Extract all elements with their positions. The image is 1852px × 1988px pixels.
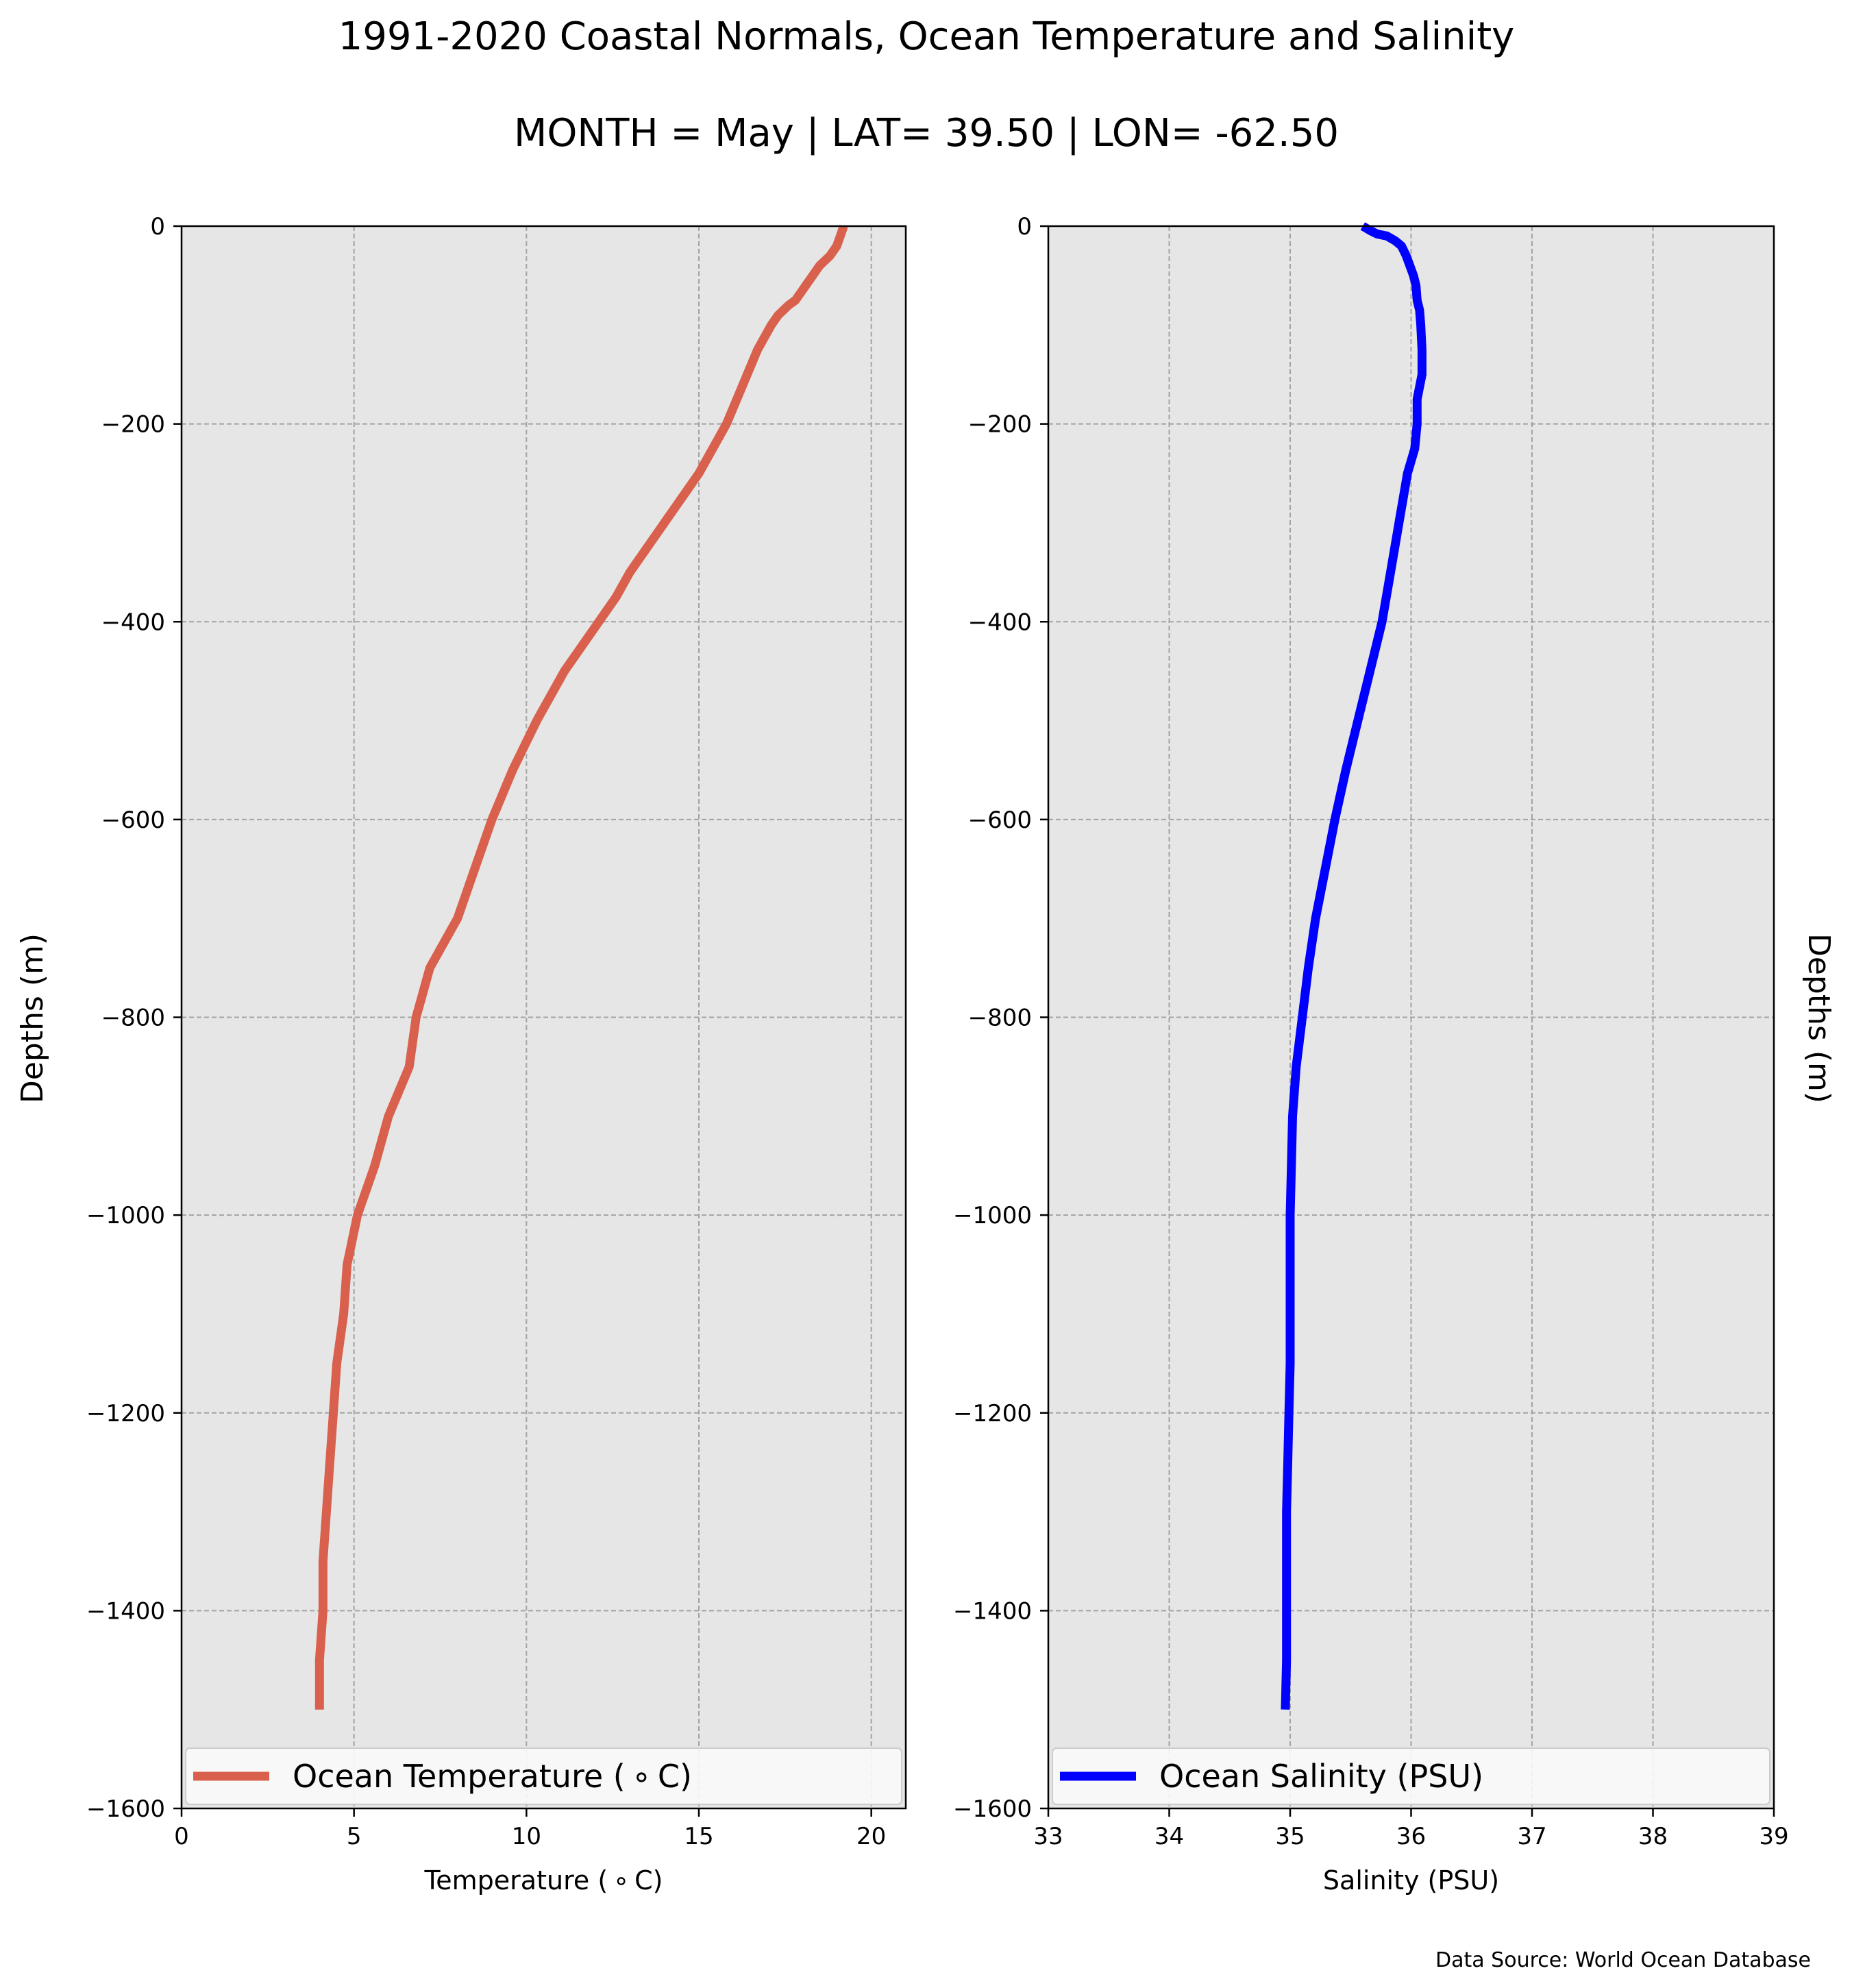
figure-title: 1991-2020 Coastal Normals, Ocean Tempera… xyxy=(338,14,1515,59)
y-tick-label: −200 xyxy=(101,411,165,439)
x-tick-label: 33 xyxy=(1033,1823,1063,1850)
y-tick-label: −600 xyxy=(101,807,165,834)
y-tick-label: −800 xyxy=(101,1005,165,1032)
x-tick-label: 5 xyxy=(347,1823,362,1850)
salinity-grid xyxy=(1048,226,1774,1808)
legend-label: Ocean Temperature ( ∘ C) xyxy=(293,1758,692,1795)
temperature-grid xyxy=(182,226,906,1808)
x-tick-label: 15 xyxy=(684,1823,713,1850)
legend-box xyxy=(185,1747,902,1805)
y-tick-label: −400 xyxy=(968,609,1032,636)
y-tick-label: −1400 xyxy=(953,1597,1032,1625)
salinity-y-axis: 0 −200 −400 −600 −800 −1000 −1200 −1400 −1600 xyxy=(953,213,1048,1823)
temperature-panel: 0 5 10 15 20 Temperature ( ∘ C) 0 −200 −400 −600 −… xyxy=(86,213,907,1895)
temperature-x-axis-label: Temperature ( ∘ C) xyxy=(424,1865,663,1895)
salinity-x-axis-label: Salinity (PSU) xyxy=(1323,1865,1499,1895)
y-tick-label: 0 xyxy=(150,213,165,241)
x-tick-label: 38 xyxy=(1638,1823,1668,1850)
left-y-axis-label: Depths (m) xyxy=(15,933,50,1103)
salinity-x-axis: 33 34 35 36 37 38 39 Salinity (PSU) xyxy=(1033,1808,1789,1895)
y-tick-label: −1600 xyxy=(953,1795,1032,1823)
temperature-x-axis: 0 5 10 15 20 Temperature ( ∘ C) xyxy=(174,1808,886,1895)
salinity-profile-line xyxy=(1281,222,1427,1710)
y-tick-label: −1200 xyxy=(86,1400,165,1427)
x-tick-label: 37 xyxy=(1517,1823,1546,1850)
y-tick-label: −600 xyxy=(968,807,1032,834)
y-tick-label: −1400 xyxy=(86,1597,165,1625)
legend-label: Ocean Salinity (PSU) xyxy=(1159,1758,1483,1795)
x-tick-label: 0 xyxy=(174,1823,189,1850)
right-y-axis-label: Depths (m) xyxy=(1801,933,1836,1103)
salinity-axes-frame xyxy=(1047,225,1775,1810)
data-source-note: Data Source: World Ocean Database xyxy=(1435,1948,1811,1972)
x-tick-label: 20 xyxy=(856,1823,886,1850)
salinity-legend: Ocean Salinity (PSU) xyxy=(1052,1747,1770,1805)
temperature-profile-line xyxy=(314,224,848,1710)
y-tick-label: −1200 xyxy=(953,1400,1032,1427)
x-tick-label: 34 xyxy=(1155,1823,1184,1850)
x-tick-label: 36 xyxy=(1396,1823,1426,1850)
y-tick-label: −200 xyxy=(968,411,1032,439)
x-tick-label: 39 xyxy=(1759,1823,1788,1850)
x-tick-label: 35 xyxy=(1275,1823,1305,1850)
y-tick-label: −1600 xyxy=(86,1795,165,1823)
temperature-axes-frame xyxy=(180,225,907,1810)
temperature-y-axis: 0 −200 −400 −600 −800 −1000 −1200 −1400 −1600 xyxy=(86,213,182,1823)
y-tick-label: −1000 xyxy=(86,1202,165,1229)
x-tick-label: 10 xyxy=(512,1823,541,1850)
y-tick-label: 0 xyxy=(1017,213,1032,241)
legend-box xyxy=(1052,1747,1770,1805)
figure-subtitle: MONTH = May | LAT= 39.50 | LON= -62.50 xyxy=(514,111,1339,156)
y-tick-label: −400 xyxy=(101,609,165,636)
y-tick-label: −1000 xyxy=(953,1202,1032,1229)
temperature-legend: Ocean Temperature ( ∘ C) xyxy=(185,1747,902,1805)
y-tick-label: −800 xyxy=(968,1005,1032,1032)
salinity-panel: 33 34 35 36 37 38 39 Salinity (PSU) 0 −200 −400 −60… xyxy=(953,213,1789,1895)
